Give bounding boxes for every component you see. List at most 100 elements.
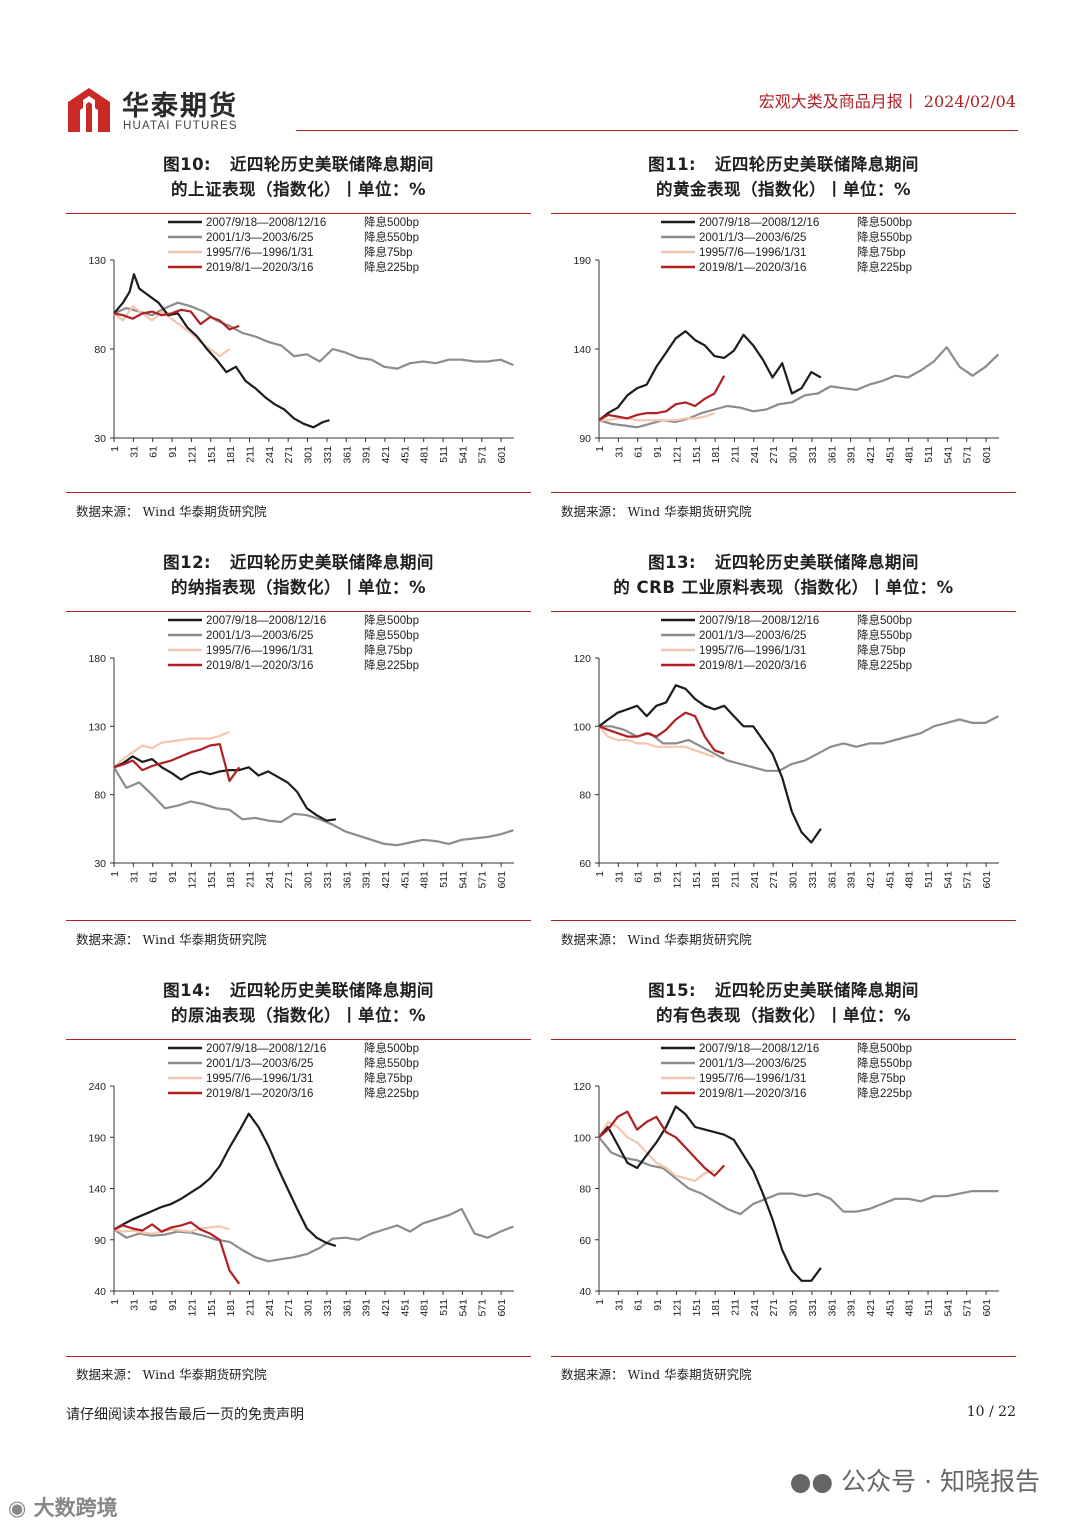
x-tick-label: 91 bbox=[167, 871, 179, 883]
x-tick-label: 541 bbox=[942, 1299, 954, 1317]
brand-name-en: HUATAI FUTURES bbox=[123, 120, 238, 132]
figure-title-line2: 的纳指表现（指数化）丨单位：% bbox=[170, 578, 427, 597]
legend-cut: 降息75bp bbox=[364, 1071, 413, 1085]
x-tick-label: 391 bbox=[846, 446, 858, 464]
x-tick-label: 121 bbox=[186, 446, 198, 464]
y-tick-label: 130 bbox=[88, 255, 106, 267]
x-tick-label: 31 bbox=[128, 446, 140, 458]
x-tick-label: 181 bbox=[710, 1299, 722, 1317]
x-tick-label: 211 bbox=[729, 871, 741, 888]
x-tick-label: 451 bbox=[884, 871, 896, 889]
legend-cut: 降息550bp bbox=[364, 230, 419, 244]
series-line-0 bbox=[598, 1105, 822, 1282]
legend-cut: 降息500bp bbox=[857, 613, 912, 627]
x-tick-label: 241 bbox=[264, 871, 276, 889]
legend-cut: 降息75bp bbox=[857, 245, 906, 259]
figure-bottom-rule bbox=[551, 920, 1016, 921]
x-tick-label: 211 bbox=[244, 871, 256, 888]
figure-12-chart: 30 80 130 180 1 31 61 91 121 151 181 211 241 271 301 33… bbox=[88, 613, 514, 889]
figure-title-text: 近四轮历史美联储降息期间 bbox=[714, 155, 919, 174]
x-tick-label: 391 bbox=[361, 1299, 373, 1317]
figure-bottom-rule bbox=[551, 1356, 1016, 1357]
x-tick-label: 601 bbox=[981, 1299, 993, 1317]
figure-13-chart: 60 80 100 120 1 31 61 91 121 151 181 211 241 271 301 33… bbox=[573, 613, 999, 889]
series-line-0 bbox=[113, 755, 337, 822]
x-tick-label: 331 bbox=[322, 446, 334, 464]
x-tick-label: 601 bbox=[496, 871, 508, 889]
y-tick-label: 190 bbox=[88, 1132, 106, 1144]
report-title: 宏观大类及商品月报丨 2024/02/04 bbox=[758, 92, 1016, 111]
figure-title: 图12: 近四轮历史美联储降息期间 的纳指表现（指数化）丨单位：% bbox=[66, 550, 531, 600]
x-tick-label: 151 bbox=[206, 1299, 218, 1317]
x-tick-label: 601 bbox=[981, 446, 993, 464]
x-tick-label: 571 bbox=[477, 1299, 489, 1317]
legend-cut: 降息500bp bbox=[364, 613, 419, 627]
legend-cut: 降息225bp bbox=[857, 1086, 912, 1100]
series-line-3 bbox=[598, 375, 726, 422]
y-tick-label: 190 bbox=[573, 255, 591, 267]
legend-period: 1995/7/6—1996/1/31 bbox=[699, 1073, 806, 1085]
weibo-watermark: ◉ 大数跨境 bbox=[8, 1492, 118, 1522]
disclaimer-note: 请仔细阅读本报告最后一页的免责声明 bbox=[66, 1407, 304, 1423]
x-tick-label: 481 bbox=[419, 1299, 431, 1317]
x-tick-label: 451 bbox=[399, 871, 411, 889]
x-tick-label: 301 bbox=[788, 1299, 800, 1317]
x-tick-label: 1 bbox=[109, 871, 121, 877]
x-tick-label: 121 bbox=[186, 871, 198, 889]
figure-title-line1: 图14: 近四轮历史美联储降息期间 bbox=[66, 978, 531, 1003]
legend-cut: 降息550bp bbox=[364, 628, 419, 642]
x-tick-label: 391 bbox=[361, 446, 373, 464]
x-tick-label: 61 bbox=[148, 446, 160, 458]
x-tick-label: 241 bbox=[264, 446, 276, 464]
x-tick-label: 421 bbox=[380, 871, 392, 889]
figure-label: 图11: bbox=[648, 155, 697, 174]
x-tick-label: 541 bbox=[942, 871, 954, 889]
y-tick-label: 120 bbox=[573, 1081, 591, 1093]
figure-title: 图10: 近四轮历史美联储降息期间 的上证表现（指数化）丨单位：% bbox=[66, 152, 531, 202]
legend-cut: 降息225bp bbox=[364, 1086, 419, 1100]
x-tick-label: 61 bbox=[148, 871, 160, 883]
x-tick-label: 1 bbox=[594, 446, 606, 452]
huatai-logo-icon bbox=[68, 88, 110, 132]
figure-label: 图13: bbox=[648, 553, 697, 572]
x-tick-label: 481 bbox=[904, 1299, 916, 1317]
legend-period: 2019/8/1—2020/3/16 bbox=[699, 660, 806, 672]
figure-12-panel: 图12: 近四轮历史美联储降息期间 的纳指表现（指数化）丨单位：% 30 80 13… bbox=[66, 550, 531, 947]
legend-cut: 降息75bp bbox=[857, 643, 906, 657]
x-tick-label: 1 bbox=[594, 871, 606, 877]
x-tick-label: 31 bbox=[613, 871, 625, 883]
figure-label: 图14: bbox=[163, 981, 212, 1000]
x-tick-label: 181 bbox=[225, 446, 237, 464]
x-tick-label: 241 bbox=[749, 446, 761, 464]
x-tick-label: 271 bbox=[283, 871, 295, 889]
figure-title-text: 近四轮历史美联储降息期间 bbox=[229, 981, 434, 1000]
figure-title-line1: 图13: 近四轮历史美联储降息期间 bbox=[551, 550, 1016, 575]
figure-11-chart: 90 140 190 1 31 61 91 121 151 181 211 241 271 301 331 3… bbox=[573, 215, 1000, 464]
series-line-2 bbox=[599, 412, 715, 422]
x-tick-label: 211 bbox=[729, 1299, 741, 1316]
x-tick-label: 301 bbox=[788, 871, 800, 889]
x-tick-label: 571 bbox=[477, 871, 489, 889]
x-tick-label: 451 bbox=[399, 1299, 411, 1317]
legend-cut: 降息500bp bbox=[857, 215, 912, 229]
legend-period: 2001/1/3—2003/6/25 bbox=[699, 630, 806, 642]
y-tick-label: 100 bbox=[573, 721, 591, 733]
x-tick-label: 91 bbox=[167, 1299, 179, 1311]
x-tick-label: 31 bbox=[613, 446, 625, 458]
figure-title-text: 近四轮历史美联储降息期间 bbox=[714, 981, 919, 1000]
x-tick-label: 451 bbox=[884, 446, 896, 464]
figure-source: 数据来源： Wind 华泰期货研究院 bbox=[76, 932, 267, 947]
x-tick-label: 61 bbox=[633, 871, 645, 883]
x-tick-label: 91 bbox=[652, 446, 664, 458]
series-line-1 bbox=[599, 715, 999, 772]
x-tick-label: 271 bbox=[283, 1299, 295, 1317]
x-tick-label: 181 bbox=[710, 446, 722, 464]
legend-cut: 降息550bp bbox=[857, 230, 912, 244]
figure-bottom-rule bbox=[66, 920, 531, 921]
x-tick-label: 541 bbox=[457, 1299, 469, 1317]
y-tick-label: 80 bbox=[94, 344, 106, 356]
legend-cut: 降息75bp bbox=[857, 1071, 906, 1085]
figure-13-panel: 图13: 近四轮历史美联储降息期间 的 CRB 工业原料表现（指数化）丨单位：%… bbox=[551, 550, 1016, 947]
legend-cut: 降息225bp bbox=[857, 260, 912, 274]
legend-period: 2007/9/18—2008/12/16 bbox=[206, 217, 326, 229]
